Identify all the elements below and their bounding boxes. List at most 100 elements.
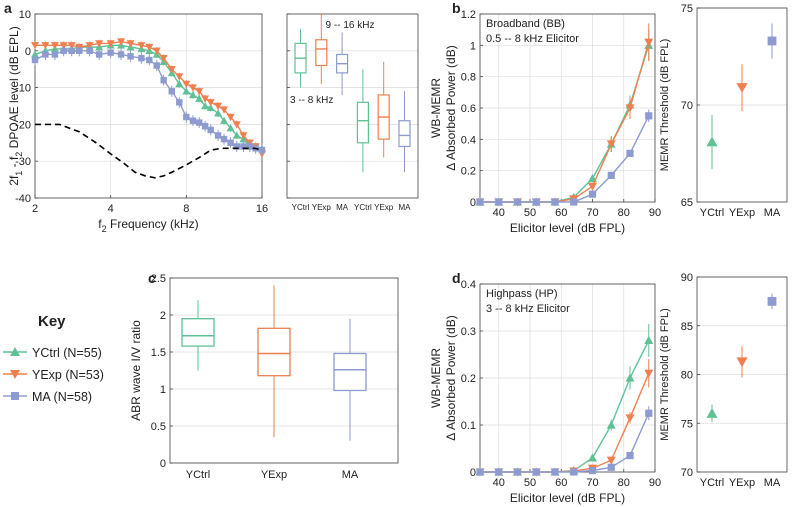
a-point-YCtrl — [31, 50, 39, 58]
d-main-ytick-label: 0.2 — [461, 373, 476, 385]
abox-axes-frame — [286, 13, 419, 199]
a-axes-frame — [34, 13, 263, 199]
b-main-annotation: 0.5 -- 8 kHz Elicitor — [486, 33, 579, 45]
d-main-point-MA — [513, 468, 522, 476]
d-main-xtick-label: 70 — [586, 477, 598, 489]
a-point-MA — [146, 56, 153, 64]
key-marker-MA — [11, 392, 19, 400]
a-ytick-label: -40 — [15, 193, 31, 205]
abox-xtick-label: YCtrl — [292, 203, 310, 212]
d-thr-point-MA — [767, 296, 777, 306]
a-point-MA — [227, 139, 234, 146]
c-ytick-label: 0 — [160, 458, 166, 470]
b-thr-xtick-label: YExp — [729, 207, 755, 219]
c-box-YCtrl — [181, 318, 215, 347]
c-xtick-label: YExp — [261, 469, 287, 481]
d-main-annotation: Highpass (HP) — [486, 288, 558, 300]
a-point-YExp — [201, 95, 210, 103]
b-main-point-MA — [570, 198, 578, 206]
b-main-xtick-label: 50 — [524, 207, 536, 219]
a-point-YExp — [188, 84, 197, 92]
key-label-YCtrl: YCtrl (N=55) — [32, 346, 102, 360]
d-main-ytick-label: 0 — [470, 467, 476, 479]
b-main-ytick-label: 1.2 — [461, 9, 476, 21]
a-point-YCtrl — [226, 124, 235, 132]
a-point-MA — [31, 56, 39, 64]
key-marker-YCtrl — [10, 347, 20, 356]
a-point-MA — [86, 47, 93, 54]
abox-group-label-high: 9 -- 16 kHz — [326, 20, 375, 31]
c-ytick-label: 2 — [160, 310, 166, 322]
a-ytick-label: 0 — [25, 46, 31, 58]
abox-box-YExp — [315, 39, 328, 67]
d-main-point-YExp — [644, 369, 654, 378]
d-thr-xtick-label: YExp — [729, 477, 755, 489]
a-point-YExp — [175, 73, 184, 81]
c-xtick-label: YCtrl — [186, 469, 210, 481]
c-ylabel: ABR wave I/V ratio — [129, 320, 143, 421]
b-main-xtick-label: 80 — [618, 207, 630, 219]
d-main-xtick-label: 60 — [555, 477, 567, 489]
a-point-MA — [176, 99, 183, 106]
a-point-MA — [201, 123, 209, 130]
a-point-YExp — [117, 38, 126, 46]
panel-label-b: b — [452, 0, 461, 16]
a-ylabel-part: 2f — [7, 175, 21, 186]
a-point-MA — [160, 77, 167, 84]
abox-group-label-low: 3 -- 8 kHz — [290, 95, 333, 106]
a-point-YExp — [232, 121, 241, 129]
a-point-YExp — [167, 66, 176, 74]
d-thr-axes-frame — [696, 276, 788, 473]
a-ytick-label: -10 — [15, 83, 31, 95]
a-xlabel-part: Frequency (kHz) — [107, 217, 199, 231]
b-main-point-YExp — [588, 182, 597, 191]
d-main-point-YCtrl — [644, 335, 654, 344]
b-main-point-YExp — [625, 104, 635, 113]
d-main-point-MA — [551, 468, 559, 476]
panel-label-d: d — [452, 270, 461, 286]
abox-box-YCtrl — [356, 101, 369, 144]
a-point-YExp — [206, 99, 215, 107]
a-point-YCtrl — [201, 102, 210, 110]
key-marker-YExp — [10, 370, 20, 379]
a-ylabel-part: DPOAE level (dB EPL) — [7, 26, 21, 151]
a-point-MA — [95, 51, 103, 58]
key-label-YExp: YExp (N=53) — [32, 368, 104, 382]
a-ytick-label: -20 — [15, 119, 31, 131]
d-main-xtick-label: 50 — [524, 477, 536, 489]
a-ytick-label: 10 — [19, 9, 31, 21]
a-xlabel-sub: 2 — [102, 224, 107, 234]
a-point-YExp — [137, 42, 146, 50]
b-main-point-MA — [495, 198, 503, 206]
b-main-ylabel-line2: Δ Absorbed Power (dB) — [444, 45, 458, 170]
key-title: Key — [38, 313, 66, 330]
a-xtick-label: 4 — [108, 203, 114, 215]
a-point-YExp — [145, 43, 154, 52]
a-point-MA — [51, 51, 59, 58]
d-main-point-YExp — [606, 456, 616, 465]
a-point-MA — [189, 117, 197, 124]
a-xlabel: f2 Frequency (kHz) — [98, 217, 198, 234]
d-main-point-MA — [626, 451, 634, 460]
d-main-point-MA — [532, 468, 540, 476]
b-main-xlabel: Elicitor level (dB FPL) — [510, 221, 625, 235]
c-ytick-label: 1.5 — [151, 347, 166, 359]
a-line-MA — [34, 50, 263, 151]
d-main-ytick-label: 0.1 — [461, 420, 476, 432]
d-main-ylabel-line1: WB-MEMR — [429, 348, 443, 408]
b-main-ytick-label: 0.6 — [461, 103, 476, 115]
d-thr-ytick-label: 90 — [681, 272, 693, 284]
a-xtick-label: 8 — [183, 203, 189, 215]
d-thr-ylabel: MEMR Threshold (dB FPL) — [659, 308, 671, 440]
a-point-MA — [117, 51, 125, 58]
b-main-ytick-label: 0.4 — [461, 134, 476, 146]
b-main-ytick-label: 0.2 — [461, 166, 476, 178]
a-point-YExp — [159, 54, 168, 63]
c-ytick-label: 2.5 — [151, 273, 166, 285]
a-point-YCtrl — [214, 109, 223, 117]
b-thr-xtick-label: YCtrl — [700, 207, 724, 219]
a-ylabel-sub: 1 — [14, 171, 24, 176]
a-point-MA — [240, 143, 247, 150]
b-main-point-MA — [551, 198, 559, 206]
